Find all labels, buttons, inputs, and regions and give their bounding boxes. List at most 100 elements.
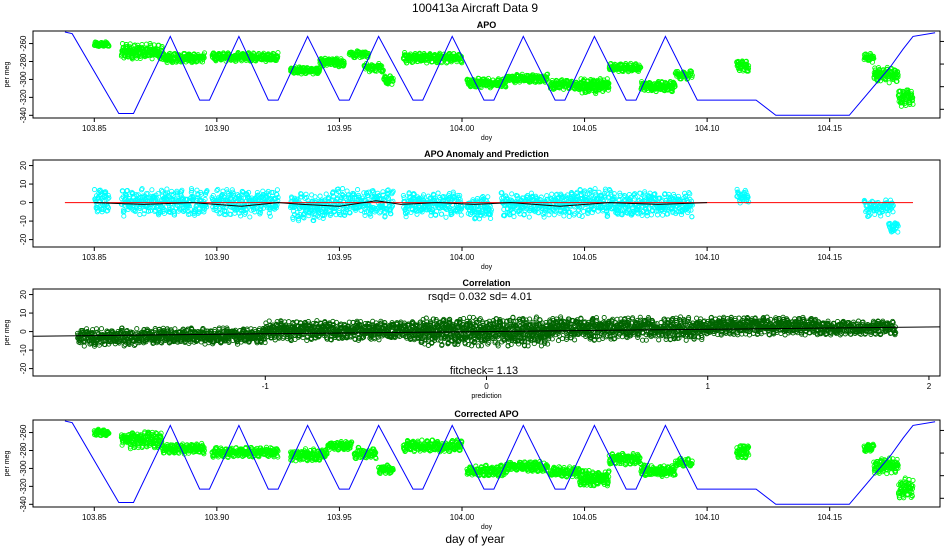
data-point [421,192,427,198]
x-tick-label: 104.00 [450,124,475,133]
data-point [443,214,449,220]
y-tick-label: 0 [19,200,28,205]
data-point [105,208,111,214]
y-tick-label: -20 [19,233,28,245]
data-point [155,191,161,197]
data-point [439,211,445,217]
y-tick-label: -260 [19,35,28,52]
plot-area [64,31,936,116]
data-point [403,211,409,217]
data-point [161,207,167,213]
data-point [670,210,676,216]
data-point [895,74,901,80]
data-point [631,196,638,202]
data-point [239,189,246,195]
data-point [503,84,509,90]
data-point [642,191,648,197]
data-point [746,63,752,69]
data-point [631,191,637,198]
x-tick-label: 104.10 [695,124,720,133]
data-point [137,55,143,62]
data-point [379,63,385,69]
data-point [163,204,169,210]
data-point [895,223,901,229]
data-point [361,190,367,196]
data-point [134,326,140,332]
data-point [303,191,309,197]
data-point [444,60,450,66]
data-point [93,326,100,332]
data-point [312,212,318,218]
data-point [243,207,249,213]
data-point [274,192,280,198]
data-point [865,213,871,219]
data-point [368,213,374,219]
data-point [685,210,691,216]
data-point [119,325,125,331]
data-point [745,194,751,200]
data-point [105,196,111,202]
data-point [298,191,304,197]
data-point [90,330,96,336]
data-point [289,195,295,201]
data-point [432,195,438,201]
data-point [388,211,394,217]
data-point [202,196,208,202]
data-point [126,341,132,347]
data-point [137,212,143,218]
y-tick-label: -10 [19,215,28,227]
data-point [199,59,206,65]
data-point [509,191,515,197]
data-point [132,208,138,215]
data-point [475,202,481,208]
data-point [296,218,302,224]
data-point [590,206,596,212]
series-line-prediction [94,200,708,207]
data-point [127,205,133,211]
x-tick-label: 104.05 [572,253,597,262]
x-axis-title: doy [481,135,493,142]
panel-title: Correlation [462,278,510,288]
data-point [390,78,396,84]
data-point [105,205,112,211]
data-point [688,68,694,74]
data-point [172,210,178,216]
data-point [682,193,689,199]
data-point [638,64,644,70]
y-tick-label: 0 [19,329,28,334]
data-point [605,87,611,93]
data-point [380,67,386,73]
data-point [214,188,220,194]
x-tick-label: 103.90 [205,124,230,133]
data-point [257,209,264,215]
data-point [592,186,598,192]
data-point [890,209,896,215]
data-point [104,330,110,336]
data-point [124,188,130,194]
data-point [619,212,625,218]
data-point [265,192,271,198]
data-point [611,191,617,197]
x-tick-label: 104.10 [695,253,720,262]
y-tick-label: 20 [19,290,28,299]
data-point [414,211,420,217]
data-point [734,186,740,192]
data-point [587,187,593,193]
data-point [591,205,597,211]
data-point [210,192,216,199]
data-point [195,192,201,198]
data-point [141,211,147,217]
data-point [488,209,494,215]
data-point [304,195,310,201]
y-axis-title: per meg [4,62,11,88]
data-point [689,72,695,78]
data-point [149,187,155,193]
data-point [153,198,159,204]
data-point [171,212,178,218]
data-point [535,210,542,216]
data-point [552,208,558,214]
data-point [247,214,253,220]
data-point [572,211,578,217]
